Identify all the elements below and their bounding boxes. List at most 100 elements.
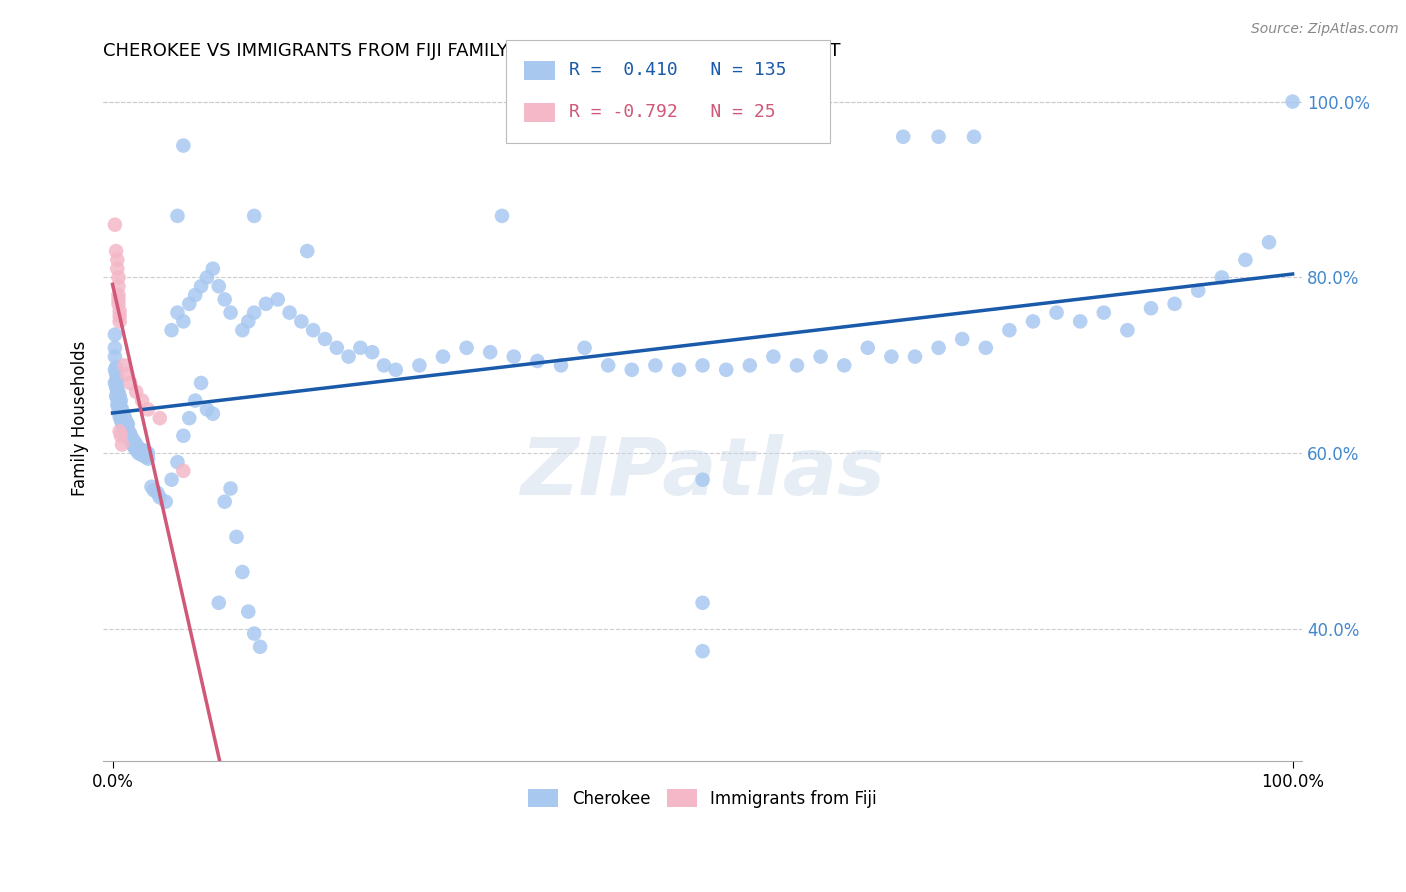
Point <box>107 391 129 405</box>
Point <box>108 425 131 439</box>
Point <box>136 446 159 460</box>
Point <box>108 402 131 417</box>
Point <box>104 218 127 232</box>
Point <box>880 350 903 364</box>
Point <box>1092 305 1115 319</box>
Point <box>125 437 148 451</box>
Point <box>112 416 135 430</box>
Point <box>249 640 271 654</box>
Point <box>214 494 236 508</box>
Point <box>974 341 997 355</box>
Point <box>128 441 150 455</box>
Point <box>190 376 212 390</box>
Point <box>114 413 136 427</box>
Point <box>1163 297 1185 311</box>
Point <box>111 416 134 430</box>
Point <box>131 393 153 408</box>
Point <box>832 359 855 373</box>
Point <box>243 305 266 319</box>
Point <box>104 327 127 342</box>
Point <box>337 350 360 364</box>
Point <box>904 350 927 364</box>
Point <box>243 209 266 223</box>
Point <box>112 422 135 436</box>
Point <box>104 376 127 390</box>
Point <box>692 644 714 658</box>
Point <box>118 430 141 444</box>
Point <box>692 359 714 373</box>
Point <box>195 402 218 417</box>
Point <box>290 314 312 328</box>
Point <box>135 444 157 458</box>
Point <box>105 252 128 267</box>
Point <box>208 279 231 293</box>
Point <box>110 393 132 408</box>
Point <box>1045 305 1067 319</box>
Point <box>105 398 128 412</box>
Point <box>491 209 513 223</box>
Point <box>115 422 138 436</box>
Point <box>928 129 950 144</box>
Point <box>114 418 136 433</box>
Point <box>231 323 253 337</box>
Point <box>219 482 242 496</box>
Point <box>117 424 139 438</box>
Point <box>1211 270 1233 285</box>
Point <box>166 305 188 319</box>
Point <box>179 411 201 425</box>
Point <box>131 448 153 462</box>
Point <box>118 425 141 440</box>
Point <box>115 427 138 442</box>
Point <box>122 434 145 448</box>
Point <box>314 332 336 346</box>
Point <box>238 605 260 619</box>
Point <box>136 451 159 466</box>
Point <box>620 363 643 377</box>
Point <box>373 359 395 373</box>
Point <box>141 480 163 494</box>
Point <box>117 428 139 442</box>
Point <box>302 323 325 337</box>
Point <box>108 309 131 323</box>
Point <box>112 359 135 373</box>
Point <box>128 446 150 460</box>
Point <box>114 425 136 439</box>
Point <box>361 345 384 359</box>
Point <box>112 420 135 434</box>
Point <box>125 384 148 399</box>
Point <box>149 490 172 504</box>
Point <box>456 341 478 355</box>
Point <box>184 288 207 302</box>
Point <box>644 359 666 373</box>
Point <box>786 359 808 373</box>
Point <box>201 261 224 276</box>
Point <box>214 293 236 307</box>
Point <box>104 363 127 377</box>
Point <box>172 428 194 442</box>
Point <box>479 345 502 359</box>
Point <box>111 437 134 451</box>
Point <box>963 129 986 144</box>
Point <box>172 138 194 153</box>
Point <box>526 354 548 368</box>
Point <box>1069 314 1091 328</box>
Point <box>1022 314 1045 328</box>
Point <box>121 437 143 451</box>
Point <box>108 304 131 318</box>
Point <box>950 332 973 346</box>
Point <box>762 350 785 364</box>
Point <box>107 297 129 311</box>
Point <box>107 404 129 418</box>
Point <box>120 376 142 390</box>
Point <box>810 350 832 364</box>
Point <box>120 427 142 442</box>
Point <box>195 270 218 285</box>
Point <box>107 384 129 399</box>
Point <box>120 435 142 450</box>
Point <box>124 435 146 450</box>
Point <box>692 596 714 610</box>
Point <box>120 430 142 444</box>
Point <box>208 596 231 610</box>
Point <box>692 473 714 487</box>
Text: CHEROKEE VS IMMIGRANTS FROM FIJI FAMILY HOUSEHOLDS CORRELATION CHART: CHEROKEE VS IMMIGRANTS FROM FIJI FAMILY … <box>103 42 841 60</box>
